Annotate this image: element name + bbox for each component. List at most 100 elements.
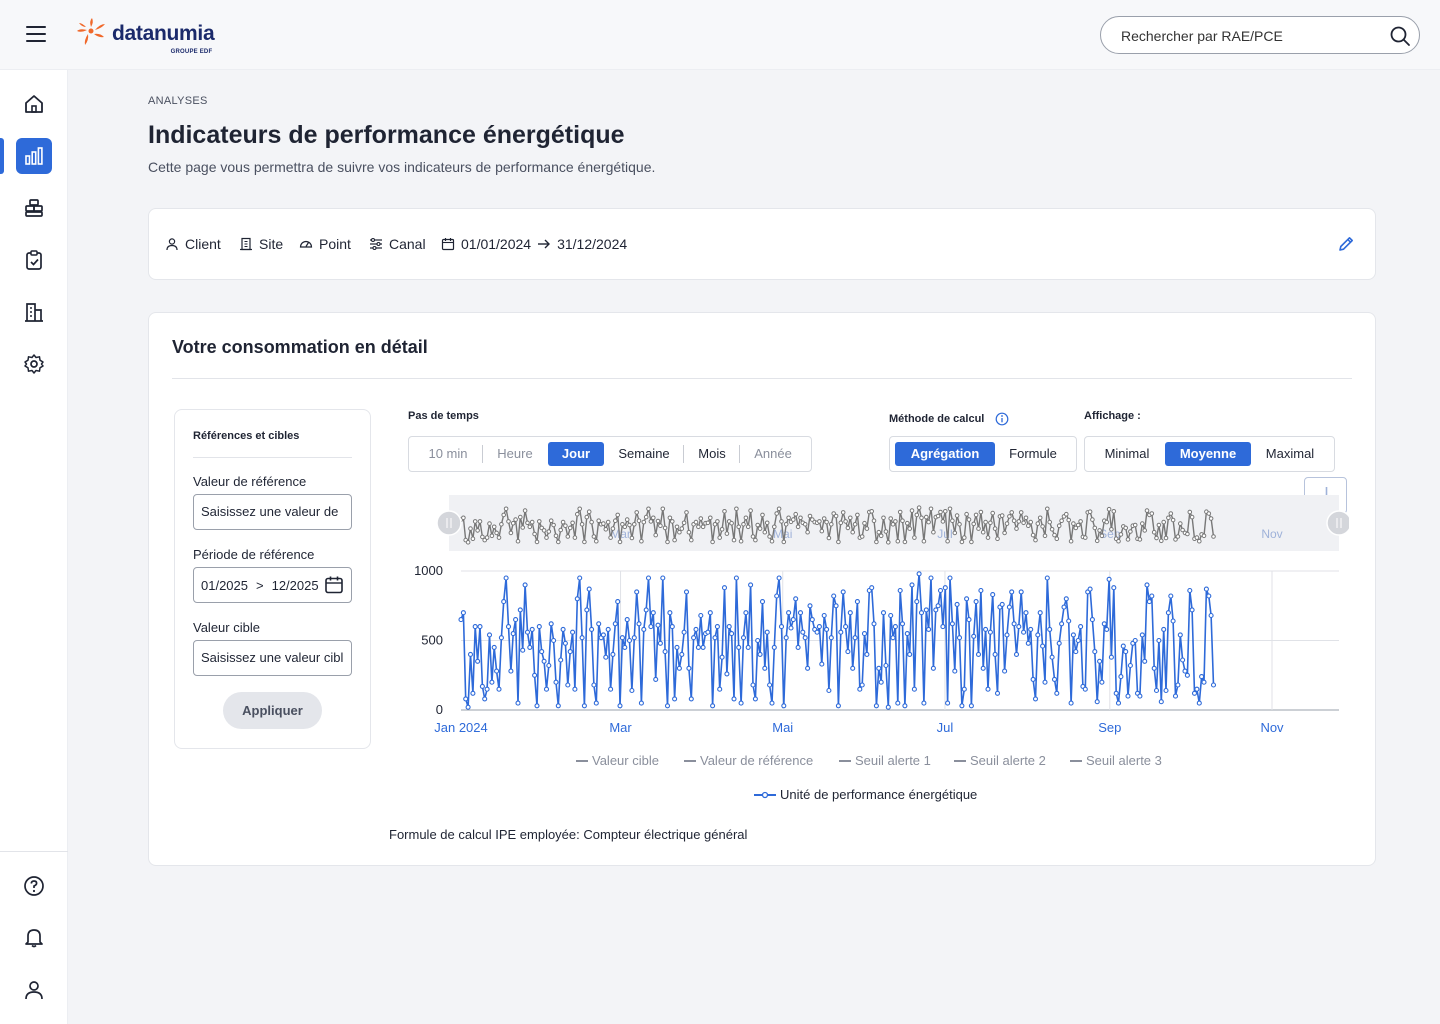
ipe-data-point (1094, 699, 1100, 705)
ipe-data-point (778, 624, 785, 630)
legend-alert-3[interactable]: Seuil alerte 3 (1070, 753, 1162, 768)
ipe-data-point (1097, 658, 1103, 664)
ref-period-field[interactable]: 01/2025 >12/2025 (193, 567, 352, 603)
legend-label: Seuil alerte 2 (970, 753, 1046, 768)
ipe-data-point (968, 703, 974, 709)
time-step-hour[interactable]: Heure (497, 446, 533, 461)
sidebar-item-profile[interactable] (16, 972, 52, 1008)
time-step-week[interactable]: Semaine (618, 446, 670, 461)
filter-canal[interactable]: Canal (369, 236, 426, 252)
navigator-point (1007, 514, 1012, 519)
display-average[interactable]: Moyenne (1165, 442, 1251, 466)
search-icon[interactable] (1389, 25, 1411, 47)
display-label: Affichage : (1084, 410, 1141, 422)
filter-point[interactable]: Point (299, 236, 351, 252)
navigator-point (833, 513, 839, 519)
time-step-month[interactable]: Mois (698, 446, 726, 461)
edit-pencil-icon[interactable] (1337, 235, 1355, 253)
ref-value-field[interactable] (193, 494, 352, 530)
filter-client-label: Client (185, 236, 221, 252)
navigator-point (900, 518, 905, 524)
navigator-point (935, 513, 941, 519)
navigator-point (776, 506, 782, 512)
ipe-data-point (805, 665, 811, 671)
navigator-point (1004, 521, 1010, 526)
search-box[interactable] (1100, 16, 1420, 54)
ipe-data-point (1208, 612, 1214, 619)
time-step-day[interactable]: Jour (548, 442, 604, 466)
method-formula[interactable]: Formule (1009, 446, 1057, 461)
legend-target-value[interactable]: Valeur cible (576, 753, 659, 768)
ipe-data-point (961, 686, 967, 692)
ref-period-label: Période de référence (193, 547, 315, 562)
navigator-handle (436, 510, 462, 536)
navigator-point (515, 538, 521, 544)
calendar-icon[interactable] (324, 575, 344, 595)
navigator-point (594, 538, 599, 544)
sidebar-item-stack[interactable] (16, 190, 52, 226)
ipe-data-point (501, 599, 507, 605)
navigator-point (978, 509, 984, 515)
ipe-data-point (1042, 679, 1048, 685)
apply-button[interactable]: Appliquer (223, 692, 322, 729)
navigator-point (1040, 524, 1045, 529)
display-maximal[interactable]: Maximal (1265, 446, 1315, 461)
ipe-data-point (964, 596, 970, 602)
navigator-point (679, 526, 685, 531)
ipe-data-point (942, 585, 948, 591)
navigator-point (717, 535, 723, 540)
legend-ipe-series[interactable]: Unité de performance énergétique (754, 787, 977, 802)
navigator-point (1128, 529, 1133, 534)
navigator-point (480, 534, 485, 540)
navigator-point (558, 527, 563, 533)
navigator-point (762, 529, 768, 535)
target-value-input[interactable] (201, 650, 343, 665)
method-aggregation[interactable]: Agrégation (895, 442, 995, 466)
navigator-point (881, 515, 886, 521)
ipe-data-point (686, 665, 692, 671)
navigator-point (546, 529, 552, 534)
ref-value-input[interactable] (201, 504, 343, 519)
info-icon[interactable] (995, 412, 1009, 426)
ipe-data-point (565, 682, 571, 688)
hamburger-menu-icon[interactable] (20, 21, 52, 49)
logo[interactable]: datanumia GROUPE EDF (74, 16, 215, 56)
sidebar-item-home[interactable] (16, 86, 52, 122)
sidebar-item-analyses[interactable] (16, 138, 52, 174)
navigator-point (1175, 534, 1181, 539)
sidebar-item-help[interactable] (16, 868, 52, 904)
ipe-data-point (589, 626, 595, 632)
ipe-data-point (1087, 586, 1093, 592)
search-input[interactable] (1121, 26, 1381, 46)
legend-reference-value[interactable]: Valeur de référence (684, 753, 813, 768)
sidebar-item-notifications[interactable] (16, 919, 52, 955)
filter-date-range[interactable]: 01/01/2024 31/12/2024 (441, 236, 627, 252)
ipe-data-point (864, 651, 870, 657)
navigator-point (1185, 531, 1190, 537)
navigator-point (601, 521, 606, 526)
target-value-field[interactable] (193, 640, 352, 676)
time-step-year[interactable]: Année (754, 446, 792, 461)
navigator-point (983, 519, 988, 525)
legend-alert-2[interactable]: Seuil alerte 2 (954, 753, 1046, 768)
ipe-data-point (551, 637, 557, 644)
sidebar-item-settings[interactable] (16, 346, 52, 382)
ipe-data-point (527, 644, 533, 650)
display-minimal[interactable]: Minimal (1104, 446, 1150, 461)
period-separator: > (256, 578, 264, 593)
y-tick-label: 1000 (414, 563, 443, 578)
navigator-point (793, 511, 799, 517)
navigator-point (874, 539, 879, 545)
ipe-data-point (845, 649, 851, 655)
sidebar-item-buildings[interactable] (16, 294, 52, 330)
sidebar-item-clipboard[interactable] (16, 242, 52, 278)
navigator-point (1166, 515, 1171, 521)
filter-client[interactable]: Client (165, 236, 221, 252)
ipe-data-point (1144, 582, 1150, 588)
ipe-data-point (596, 621, 602, 627)
time-step-10min[interactable]: 10 min (428, 446, 468, 461)
navigator-point (499, 522, 504, 527)
filter-site[interactable]: Site (239, 236, 283, 252)
legend-alert-1[interactable]: Seuil alerte 1 (839, 753, 931, 768)
